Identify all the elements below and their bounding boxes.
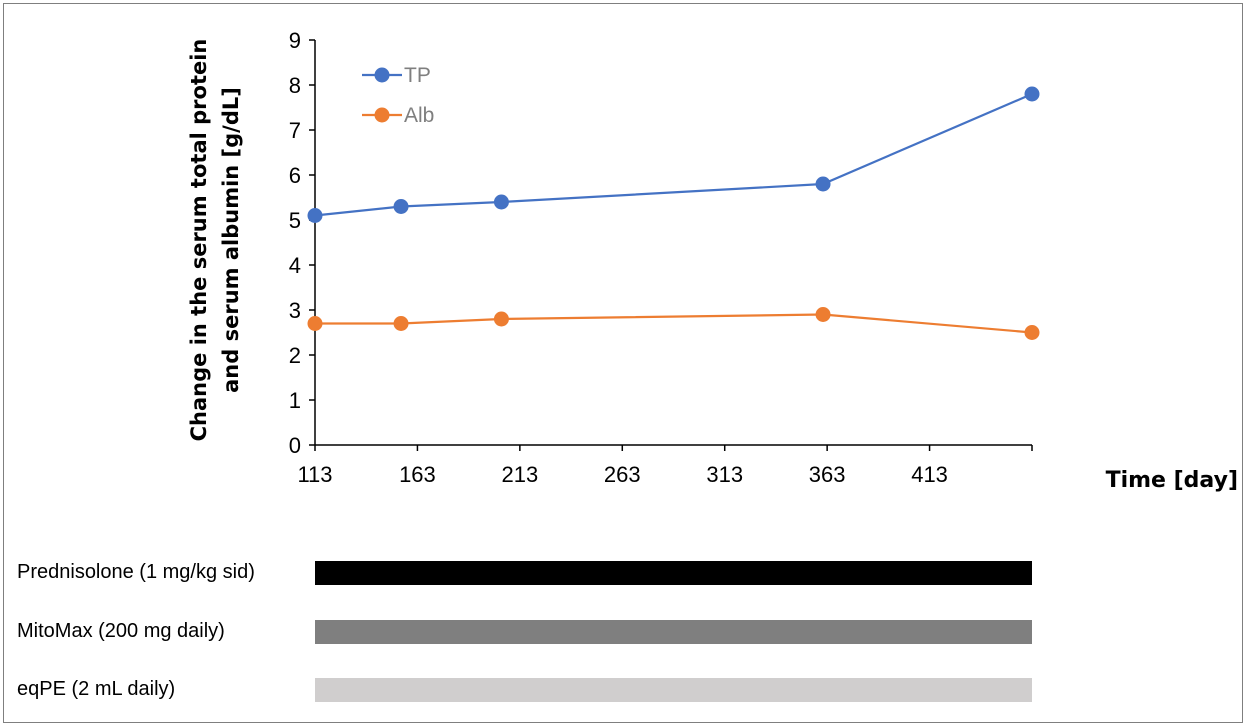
treatment-label: Prednisolone (1 mg/kg sid) <box>17 561 255 583</box>
legend-label-tp: TP <box>404 64 431 87</box>
series-layer <box>307 86 1040 340</box>
y-tick-label: 6 <box>289 163 301 188</box>
x-tick-label: 363 <box>809 462 846 487</box>
data-point-tp <box>307 208 323 223</box>
y-tick-label: 9 <box>289 28 301 53</box>
y-tick-label: 1 <box>289 388 301 413</box>
data-point-tp <box>1024 86 1040 102</box>
y-tick-label: 2 <box>289 343 301 368</box>
data-point-tp <box>393 199 409 214</box>
treatment-label: eqPE (2 mL daily) <box>17 678 176 700</box>
x-tick-label: 313 <box>706 462 743 487</box>
data-point-alb <box>1024 325 1040 340</box>
series-line-alb <box>315 313 1033 334</box>
y-tick-label: 7 <box>289 118 301 143</box>
treatment-bar <box>315 678 1032 702</box>
y-tick-label: 4 <box>289 253 301 278</box>
x-axis-label: Time [day] <box>1106 468 1238 493</box>
y-axis-label-line-1: Change in the serum total protein <box>187 39 211 442</box>
y-axis: 0 1 2 3 4 5 6 7 8 9 <box>289 28 316 458</box>
treatment-label: MitoMax (200 mg daily) <box>17 620 225 642</box>
legend-swatch-marker <box>374 107 390 123</box>
data-point-alb <box>815 307 831 322</box>
data-point-alb <box>393 316 409 331</box>
x-tick-label: 263 <box>604 462 641 487</box>
legend-label-alb: Alb <box>404 104 434 127</box>
line-chart: 0 1 2 3 4 5 6 7 8 9 113 163 213 263 313 363 413 TP Alb C… <box>187 28 1238 493</box>
legend: TP Alb <box>362 64 434 127</box>
y-axis-label-line-2: and serum albumin [g/dL] <box>219 87 243 393</box>
y-tick-label: 5 <box>289 208 301 233</box>
data-point-alb <box>307 316 323 331</box>
x-tick-label: 163 <box>399 462 436 487</box>
treatment-bar <box>315 620 1032 644</box>
y-tick-label: 3 <box>289 298 301 323</box>
y-tick-label: 0 <box>289 433 301 458</box>
data-point-alb <box>493 311 509 327</box>
x-tick-label: 213 <box>501 462 538 487</box>
x-axis: 113 163 213 263 313 363 413 <box>297 444 1033 487</box>
y-tick-label: 8 <box>289 73 301 98</box>
x-tick-label: 413 <box>911 462 948 487</box>
legend-swatch-marker <box>374 67 390 83</box>
x-tick-label: 113 <box>297 462 332 487</box>
data-point-tp <box>815 176 831 192</box>
treatment-bar <box>315 561 1032 585</box>
data-point-tp <box>493 194 509 210</box>
